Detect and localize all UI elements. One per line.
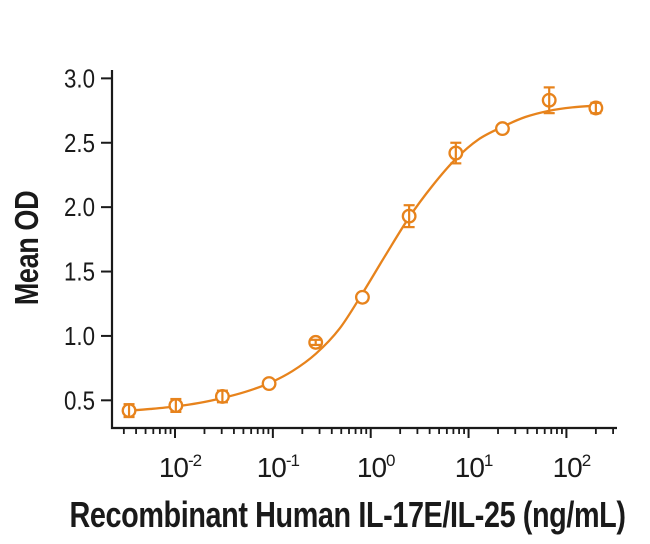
x-axis-title: Recombinant Human IL-17E/IL-25 (ng/mL)	[69, 494, 626, 535]
y-tick-label: 3.0	[64, 63, 95, 93]
x-tick-label: 10-2	[159, 451, 202, 483]
y-tick-label: 2.5	[64, 128, 95, 158]
error-bar	[123, 403, 135, 419]
error-bar	[216, 389, 228, 404]
x-tick-label: 100	[357, 451, 395, 483]
y-axis: 0.5 1.0 1.5 2.0 2.5 3.0	[64, 63, 112, 415]
error-bar	[310, 338, 322, 347]
error-bar	[450, 141, 462, 165]
data-points	[121, 86, 604, 419]
data-point-marker	[261, 376, 277, 392]
y-axis-title: Mean OD	[8, 190, 45, 306]
x-axis-minor-ticks	[122, 428, 614, 434]
fit-curve	[127, 104, 598, 412]
x-axis: 10-2 10-1 100 101 102	[159, 428, 592, 483]
y-tick-label: 1.5	[64, 257, 95, 287]
y-tick-label: 0.5	[64, 385, 95, 415]
y-tick-label: 1.0	[64, 321, 95, 351]
axes	[110, 70, 617, 430]
error-bar	[590, 101, 602, 115]
error-bar	[170, 397, 182, 414]
axis-lines	[110, 70, 617, 430]
data-point-marker	[495, 121, 510, 137]
data-point-marker	[354, 289, 370, 305]
error-bar	[543, 86, 555, 115]
x-tick-label: 101	[455, 451, 493, 483]
y-tick-label: 2.0	[64, 192, 95, 222]
error-bar	[403, 204, 415, 229]
x-tick-label: 10-1	[257, 451, 300, 483]
x-tick-label: 102	[553, 451, 591, 483]
x-axis-title-wrap: Recombinant Human IL-17E/IL-25 (ng/mL)	[0, 494, 650, 536]
